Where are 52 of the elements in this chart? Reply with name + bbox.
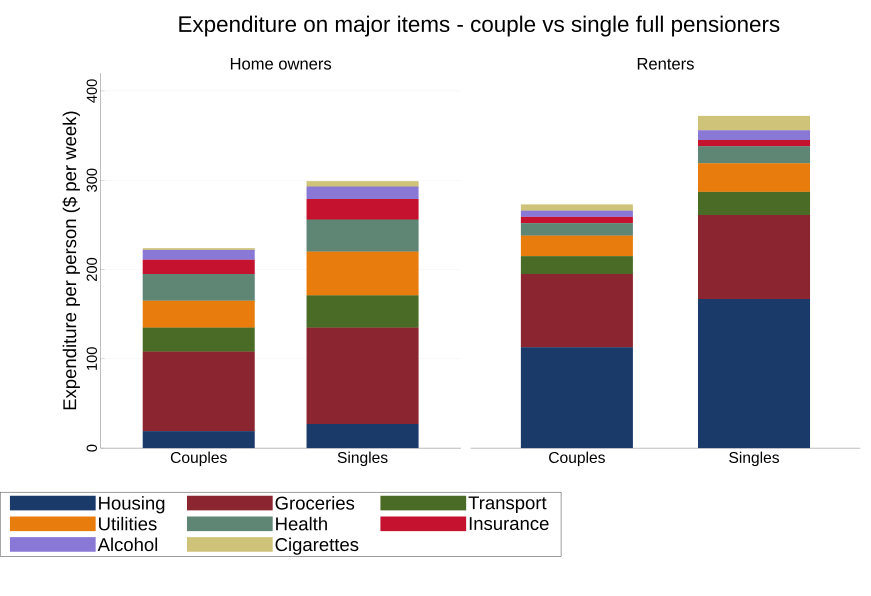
bar: [698, 140, 810, 146]
x-tick-label: Couples: [170, 451, 227, 466]
bar: [306, 424, 419, 448]
y-tick-label: 300: [86, 168, 97, 192]
legend-label: Groceries: [276, 496, 354, 510]
y-axis-title: Expenditure per person ($ per week): [62, 111, 80, 410]
legend-label: Housing: [99, 496, 164, 514]
bar: [520, 274, 633, 348]
bar: [698, 163, 810, 192]
bar: [142, 260, 255, 274]
bar: [142, 327, 255, 352]
chart-subtitle: Renters: [638, 58, 694, 70]
bar: [142, 352, 255, 432]
legend-label: Insurance: [470, 517, 549, 530]
bar: [520, 216, 633, 223]
chart-subtitle: Home owners: [230, 58, 332, 70]
bar: [306, 327, 419, 424]
x-tick-label: Couples: [549, 451, 605, 466]
bar: [306, 186, 419, 199]
x-tick-label: Singles: [729, 451, 779, 466]
y-tick-label: 0: [86, 444, 97, 452]
bar: [306, 252, 419, 296]
legend-label: Utilities: [99, 516, 157, 530]
bar: [520, 222, 633, 236]
bar: [142, 274, 255, 301]
x-tick-label: Singles: [338, 451, 388, 466]
legend-label: Cigarettes: [276, 537, 358, 555]
bar: [306, 181, 419, 186]
bar: [520, 235, 633, 256]
y-tick-label: 200: [86, 258, 97, 281]
bar: [306, 219, 419, 252]
legend-label: Alcohol: [98, 537, 158, 552]
bar: [698, 146, 810, 164]
bar: [306, 295, 419, 328]
bar: [520, 256, 633, 274]
legend-label: Transport: [468, 496, 546, 513]
bar: [142, 431, 255, 448]
bar: [520, 210, 633, 217]
y-tick-label: 100: [86, 347, 97, 370]
chart-title: Expenditure on major items - couple vs single full pensioners: [179, 16, 780, 36]
bar: [520, 204, 633, 210]
bar: [698, 130, 810, 140]
bar: [142, 300, 255, 328]
bar: [698, 298, 810, 448]
bar: [698, 192, 810, 215]
legend-label: Health: [276, 516, 327, 530]
bar: [306, 198, 419, 220]
bar: [698, 116, 810, 130]
bar: [698, 214, 810, 299]
y-tick-label: 400: [86, 79, 97, 103]
bar: [142, 250, 255, 260]
bar: [520, 347, 633, 448]
